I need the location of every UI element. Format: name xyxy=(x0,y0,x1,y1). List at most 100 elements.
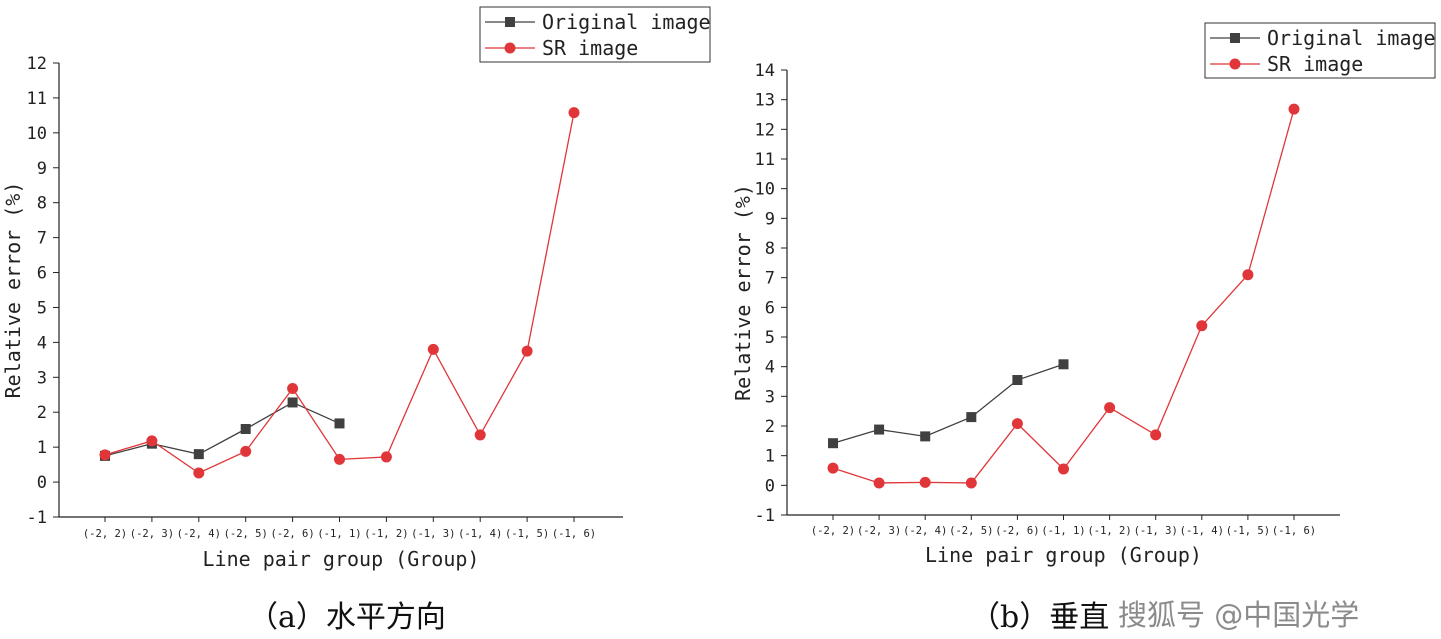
y-tick-label: 9 xyxy=(765,209,775,229)
data-point-sr xyxy=(334,453,345,465)
y-tick-label: 14 xyxy=(755,61,775,81)
y-axis-title: Relative error (%) xyxy=(1,182,25,399)
x-tick-label: (-1, 5) xyxy=(1226,525,1270,537)
y-tick-label: 8 xyxy=(37,194,47,214)
y-tick-label: 7 xyxy=(37,229,47,249)
x-tick-label: (-2, 4) xyxy=(903,525,947,537)
y-tick-label: 4 xyxy=(37,333,47,353)
y-tick-label: 4 xyxy=(765,358,775,378)
data-point-sr xyxy=(521,345,533,357)
caption-horizontal: （a）水平方向 xyxy=(248,600,446,635)
y-axis-title: Relative error (%) xyxy=(731,184,755,401)
y-tick-label: 1 xyxy=(765,447,775,467)
x-axis-title: Line pair group (Group) xyxy=(925,543,1202,567)
data-point-sr xyxy=(1058,463,1069,475)
data-point-sr xyxy=(146,435,158,447)
y-tick-label: 10 xyxy=(27,124,47,144)
caption-vertical: （b）垂直 xyxy=(970,600,1110,635)
x-tick-label: (-1, 3) xyxy=(411,528,455,540)
x-tick-label: (-1, 4) xyxy=(1180,525,1224,537)
data-point-original xyxy=(1012,375,1023,386)
x-tick-label: (-2, 6) xyxy=(995,525,1039,537)
data-point-original xyxy=(920,431,931,442)
data-point-sr xyxy=(193,467,205,479)
series-line xyxy=(104,401,340,457)
data-point-sr xyxy=(474,429,486,441)
y-tick-label: -1 xyxy=(755,506,775,526)
data-point-sr xyxy=(568,107,580,119)
x-tick-label: (-2, 2) xyxy=(83,528,127,540)
y-tick-label: 11 xyxy=(755,150,775,170)
x-tick-label: (-1, 4) xyxy=(458,528,502,540)
x-tick-label: (-1, 6) xyxy=(1272,525,1316,537)
data-point-sr xyxy=(240,445,252,457)
y-tick-label: 0 xyxy=(765,476,775,496)
x-tick-label: (-1, 1) xyxy=(1041,525,1085,537)
legend-marker-circle xyxy=(504,42,516,54)
legend-marker-square xyxy=(1230,33,1240,43)
y-tick-label: 3 xyxy=(37,368,47,388)
legend-marker-circle xyxy=(1229,58,1241,70)
data-point-sr xyxy=(287,382,299,394)
data-point-sr xyxy=(1288,103,1300,115)
y-tick-label: 2 xyxy=(37,403,47,423)
data-point-sr xyxy=(380,451,392,463)
x-tick-label: (-2, 3) xyxy=(130,528,174,540)
y-tick-label: 5 xyxy=(37,298,47,318)
y-tick-label: 3 xyxy=(765,387,775,407)
legend-label: Original image xyxy=(542,10,711,34)
data-point-original xyxy=(1058,359,1069,370)
data-point-original xyxy=(828,438,838,449)
data-point-sr xyxy=(1242,269,1254,281)
legend-label: Original image xyxy=(1267,26,1436,50)
data-point-original xyxy=(334,418,345,429)
y-tick-label: -1 xyxy=(27,508,47,528)
data-point-sr xyxy=(427,343,439,355)
x-tick-label: (-2, 4) xyxy=(177,528,221,540)
legend-box xyxy=(1204,22,1436,79)
legend-marker-square xyxy=(505,17,515,27)
legend-label: SR image xyxy=(1267,52,1363,76)
data-point-original xyxy=(193,449,204,460)
y-tick-label: 12 xyxy=(27,54,47,74)
x-tick-label: (-2, 5) xyxy=(949,525,993,537)
data-point-sr xyxy=(919,476,931,488)
x-tick-label: (-1, 1) xyxy=(317,528,361,540)
x-tick-label: (-2, 6) xyxy=(270,528,314,540)
x-axis-title: Line pair group (Group) xyxy=(203,547,480,571)
data-point-sr xyxy=(1150,429,1162,441)
x-tick-label: (-1, 3) xyxy=(1134,525,1178,537)
y-tick-label: 1 xyxy=(37,438,47,458)
watermark: 搜狐号 @中国光学 xyxy=(1118,598,1360,632)
series-line xyxy=(832,108,1295,484)
legend-box xyxy=(479,6,711,63)
y-tick-label: 13 xyxy=(755,91,775,111)
x-tick-label: (-2, 5) xyxy=(224,528,268,540)
x-tick-label: (-1, 6) xyxy=(552,528,596,540)
y-tick-label: 9 xyxy=(37,159,47,179)
data-point-original xyxy=(240,423,251,434)
y-tick-label: 0 xyxy=(37,473,47,493)
data-point-original xyxy=(874,424,885,435)
y-tick-label: 6 xyxy=(765,298,775,318)
y-tick-label: 10 xyxy=(755,180,775,200)
data-point-sr xyxy=(99,449,111,461)
x-tick-label: (-1, 5) xyxy=(505,528,549,540)
data-point-original xyxy=(966,412,977,423)
y-tick-label: 11 xyxy=(27,89,47,109)
y-tick-label: 5 xyxy=(765,328,775,348)
y-tick-label: 12 xyxy=(755,120,775,140)
x-tick-label: (-1, 2) xyxy=(364,528,408,540)
x-tick-label: (-2, 2) xyxy=(811,525,855,537)
data-point-sr xyxy=(1104,402,1116,414)
legend-label: SR image xyxy=(542,36,638,60)
y-tick-label: 6 xyxy=(37,264,47,284)
data-point-sr xyxy=(1196,320,1208,332)
series-line xyxy=(832,363,1064,444)
y-tick-label: 2 xyxy=(765,417,775,437)
data-point-sr xyxy=(827,462,839,474)
y-tick-label: 8 xyxy=(765,239,775,259)
